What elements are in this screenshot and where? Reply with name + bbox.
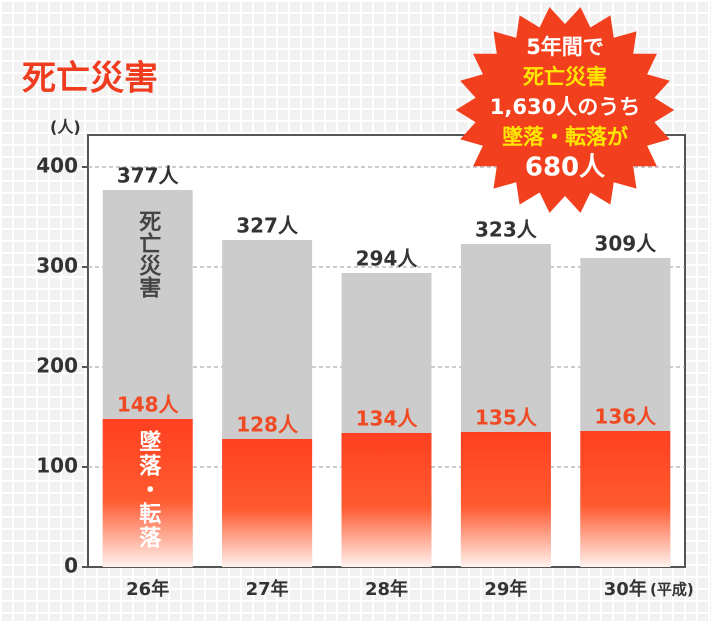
y-tick-label: 0 (64, 554, 78, 578)
y-tick-label: 300 (36, 254, 78, 278)
value-label: 327人 (236, 214, 299, 238)
callout-text: 死亡災害 (523, 65, 607, 89)
callout-text: 680人 (525, 153, 605, 183)
x-tick-label: 29年 (484, 578, 527, 600)
value-label: 309人 (594, 232, 657, 256)
value-label: 148人 (117, 393, 180, 417)
x-tick-label: 30年 (604, 578, 647, 600)
callout-text: 5年間で (526, 35, 604, 59)
callout-burst (455, 7, 675, 213)
y-tick-label: 200 (36, 354, 78, 378)
callout-text: 1,630人のうち (490, 95, 640, 119)
chart-title: 死亡災害 (22, 59, 158, 99)
x-unit: (平成) (650, 581, 694, 599)
legend-label: 死亡災害 (135, 210, 161, 299)
x-tick-label: 27年 (246, 578, 289, 600)
value-label: 323人 (475, 218, 538, 242)
value-label: 134人 (356, 407, 419, 431)
x-tick-label: 28年 (365, 578, 408, 600)
legend-label: 墜落・転落 (135, 429, 161, 550)
value-label: 294人 (356, 247, 419, 271)
y-tick-label: 100 (36, 454, 78, 478)
y-tick-label: 400 (36, 154, 78, 178)
value-label: 128人 (236, 413, 299, 437)
bar (222, 439, 313, 567)
y-unit: (人) (50, 118, 81, 137)
bar (341, 433, 432, 567)
value-label: 135人 (475, 406, 538, 430)
callout-text: 墜落・転落が (502, 125, 628, 149)
bar (102, 419, 193, 567)
bar (460, 432, 551, 567)
value-label: 136人 (594, 405, 657, 429)
x-tick-label: 26年 (126, 578, 169, 600)
value-label: 377人 (117, 164, 180, 188)
bar (580, 431, 671, 567)
